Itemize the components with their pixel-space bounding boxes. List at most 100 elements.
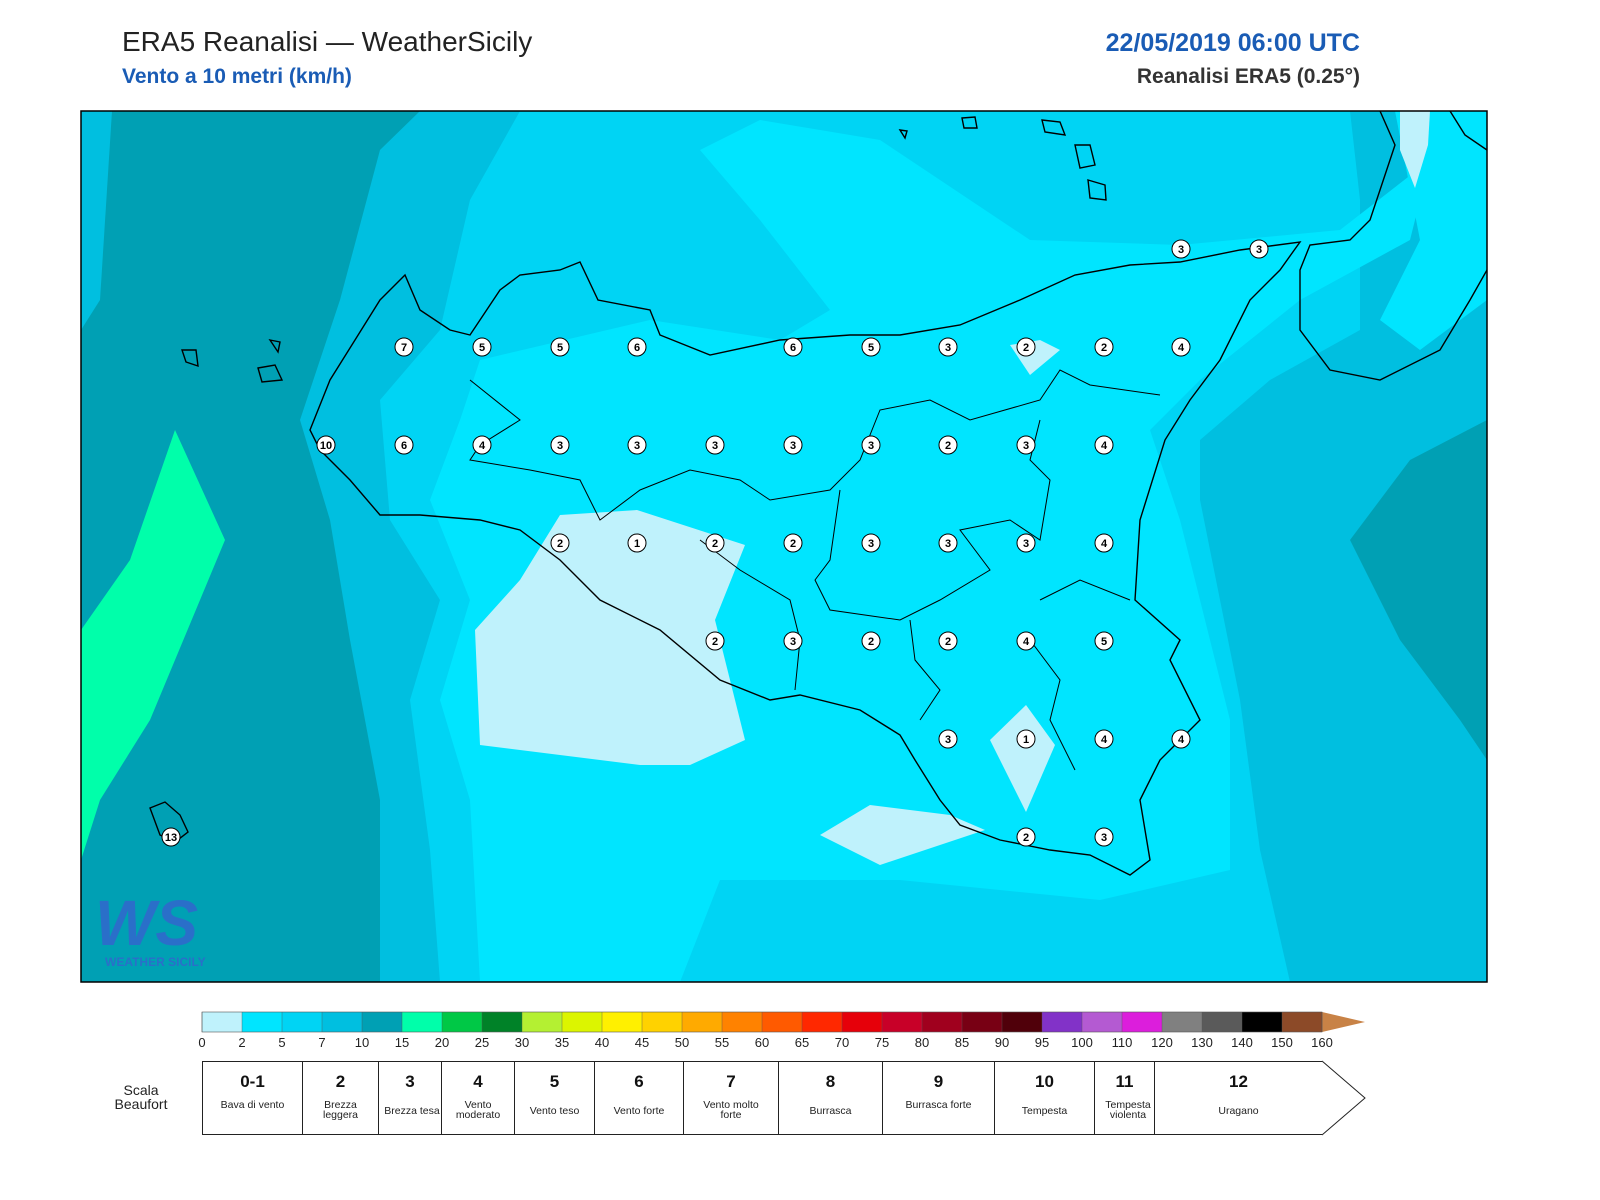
color-bin (202, 1012, 242, 1032)
station-value: 1 (634, 538, 640, 550)
station-marker (938, 435, 958, 455)
station-marker (550, 533, 570, 553)
station-marker (861, 435, 881, 455)
beaufort-name: Brezza leggera (322, 1099, 359, 1121)
colorbar-tick-label: 110 (1112, 1035, 1133, 1050)
colorbar-tick-label: 160 (1311, 1035, 1333, 1050)
station-value: 4 (1101, 440, 1108, 452)
station-value: 4 (1101, 538, 1108, 550)
station-marker (783, 435, 803, 455)
datetime: 22/05/2019 06:00 UTC (1105, 29, 1360, 57)
station-marker (1094, 337, 1114, 357)
station-marker (1094, 827, 1114, 847)
beaufort-name: Brezza tesa (384, 1105, 440, 1117)
colorbar-tick-label: 20 (435, 1035, 449, 1050)
station-value: 3 (634, 440, 640, 452)
colorbar-tick-label: 150 (1271, 1035, 1293, 1050)
beaufort-class: 3 Brezza tesa (378, 1061, 441, 1135)
station-marker (627, 337, 647, 357)
colorbar-tick-label: 90 (995, 1035, 1009, 1050)
station-value: 7 (401, 342, 407, 354)
beaufort-force: 5 (549, 1072, 560, 1091)
station-value: 6 (790, 342, 796, 354)
color-bin (242, 1012, 282, 1032)
station-marker (161, 827, 181, 847)
station-value: 5 (557, 342, 563, 354)
beaufort-force: 12 (1229, 1072, 1248, 1091)
colorbar-tick-label: 0 (198, 1035, 205, 1050)
beaufort-class: 12 Uragano (1154, 1061, 1322, 1135)
station-marker (861, 533, 881, 553)
color-bin (402, 1012, 442, 1032)
station-value: 2 (1023, 342, 1029, 354)
beaufort-force: 4 (473, 1072, 483, 1091)
station-marker (1249, 239, 1269, 259)
color-bin (322, 1012, 362, 1032)
station-value: 3 (712, 440, 718, 452)
beaufort-name: Tempesta violenta (1105, 1099, 1151, 1121)
beaufort-arrow (1321, 1060, 1366, 1136)
subtitle: Vento a 10 metri (km/h) (122, 65, 352, 88)
station-marker (550, 435, 570, 455)
color-bin (522, 1012, 562, 1032)
beaufort-name: Burrasca (809, 1105, 852, 1117)
color-bin (362, 1012, 402, 1032)
station-value: 3 (945, 538, 951, 550)
color-bin (1282, 1012, 1322, 1032)
beaufort-force: 8 (825, 1072, 836, 1091)
station-marker (938, 533, 958, 553)
colorbar-tick-label: 35 (555, 1035, 569, 1050)
beaufort-force: 11 (1115, 1072, 1134, 1091)
station-value: 4 (1178, 734, 1185, 746)
station-marker (627, 533, 647, 553)
color-bin (562, 1012, 602, 1032)
color-bin (762, 1012, 802, 1032)
colorbar-tick-label: 130 (1191, 1035, 1213, 1050)
logo-text: WEATHER SICILY (105, 955, 206, 969)
colorbar-tick-label: 50 (675, 1035, 689, 1050)
colorbar-tick-label: 95 (1035, 1035, 1049, 1050)
station-marker (1016, 435, 1036, 455)
colorbar-tick-label: 60 (755, 1035, 769, 1050)
station-value: 3 (1023, 538, 1029, 550)
colorbar-tick-label: 5 (278, 1035, 285, 1050)
colorbar-tick-label: 15 (395, 1035, 409, 1050)
source: Reanalisi ERA5 (0.25°) (1136, 65, 1360, 88)
station-value: 3 (868, 440, 874, 452)
beaufort-class: 2 Brezza leggera (302, 1061, 378, 1135)
station-marker (861, 337, 881, 357)
beaufort-force: 6 (634, 1072, 644, 1091)
color-bin (282, 1012, 322, 1032)
station-value: 4 (1101, 734, 1108, 746)
station-marker (1094, 435, 1114, 455)
color-bin (1202, 1012, 1242, 1032)
color-bin (1242, 1012, 1282, 1032)
color-bin (962, 1012, 1002, 1032)
title: ERA5 Reanalisi — WeatherSicily (122, 26, 533, 57)
station-value: 4 (1178, 342, 1185, 354)
beaufort-name: Burrasca forte (905, 1099, 972, 1111)
station-marker (861, 631, 881, 651)
coastline (149, 111, 1487, 876)
station-marker (1171, 729, 1191, 749)
beaufort-name: Vento molto forte (703, 1099, 759, 1121)
color-bin (442, 1012, 482, 1032)
station-marker (783, 337, 803, 357)
color-bin (882, 1012, 922, 1032)
beaufort-class: 10 Tempesta (994, 1061, 1094, 1135)
station-value: 5 (479, 342, 485, 354)
station-value: 3 (1023, 440, 1029, 452)
beaufort-force: 2 (335, 1072, 346, 1091)
map (81, 111, 1487, 982)
station-value: 2 (712, 538, 718, 550)
station-value: 10 (320, 440, 332, 452)
station-marker (550, 337, 570, 357)
station-value: 2 (868, 636, 874, 648)
contour (1380, 111, 1487, 350)
beaufort-name: Vento forte (613, 1105, 665, 1117)
station-marker (394, 337, 414, 357)
station-marker (1094, 729, 1114, 749)
colorbar-tick-label: 120 (1151, 1035, 1173, 1050)
station-value: 4 (479, 440, 486, 452)
